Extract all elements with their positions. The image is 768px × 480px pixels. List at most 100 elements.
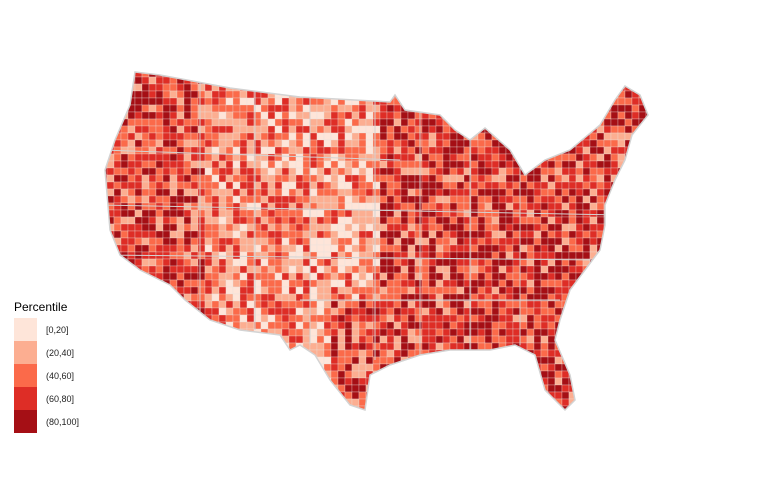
county-cell <box>218 146 227 155</box>
county-cell <box>148 181 157 190</box>
county-cell <box>309 377 318 386</box>
county-cell <box>561 97 570 106</box>
county-cell <box>428 265 437 274</box>
county-cell <box>324 413 331 420</box>
county-cell <box>141 279 150 288</box>
county-cell <box>358 118 367 127</box>
county-cell <box>442 279 451 288</box>
county-cell <box>169 321 178 330</box>
county-cell <box>239 321 248 330</box>
county-cell <box>281 174 290 183</box>
county-cell <box>618 413 625 420</box>
county-cell <box>624 125 633 134</box>
county-cell <box>562 413 569 420</box>
county-cell <box>554 244 563 253</box>
county-cell <box>155 321 164 330</box>
county-cell <box>155 160 164 169</box>
county-cell <box>463 111 472 120</box>
county-cell <box>302 279 311 288</box>
county-cell <box>505 398 514 407</box>
county-cell <box>113 167 122 176</box>
county-cell <box>365 153 374 162</box>
county-cell <box>358 209 367 218</box>
county-cell <box>169 104 178 113</box>
county-cell <box>260 314 269 323</box>
county-cell <box>442 167 451 176</box>
county-cell <box>281 195 290 204</box>
county-cell <box>316 300 325 309</box>
county-cell <box>337 118 346 127</box>
county-cell <box>547 104 556 113</box>
county-cell <box>554 216 563 225</box>
county-cell <box>575 153 584 162</box>
county-cell <box>197 104 206 113</box>
county-cell <box>218 132 227 141</box>
county-cell <box>225 230 234 239</box>
county-cell <box>400 391 409 400</box>
county-cell <box>113 209 122 218</box>
county-cell <box>449 202 458 211</box>
county-cell <box>344 174 353 183</box>
county-cell <box>260 398 269 407</box>
county-cell <box>316 307 325 316</box>
county-cell <box>449 237 458 246</box>
county-cell <box>638 209 647 218</box>
county-cell <box>561 174 570 183</box>
county-cell <box>575 398 584 407</box>
county-cell <box>358 370 367 379</box>
county-cell <box>225 237 234 246</box>
county-cell <box>428 195 437 204</box>
county-cell <box>358 286 367 295</box>
county-cell <box>610 216 619 225</box>
county-cell <box>323 181 332 190</box>
county-cell <box>239 342 248 351</box>
county-cell <box>351 97 360 106</box>
county-cell <box>505 202 514 211</box>
county-cell <box>477 384 486 393</box>
county-cell <box>225 153 234 162</box>
county-cell <box>260 76 269 85</box>
county-cell <box>484 307 493 316</box>
county-cell <box>288 83 297 92</box>
county-cell <box>568 97 577 106</box>
county-cell <box>302 111 311 120</box>
county-cell <box>603 118 612 127</box>
county-cell <box>204 202 213 211</box>
county-cell <box>393 195 402 204</box>
county-cell <box>316 97 325 106</box>
county-cell <box>274 370 283 379</box>
county-cell <box>540 188 549 197</box>
county-cell <box>540 300 549 309</box>
county-cell <box>148 258 157 267</box>
county-cell <box>617 377 626 386</box>
county-cell <box>316 90 325 99</box>
county-cell <box>105 209 108 218</box>
county-cell <box>183 321 192 330</box>
county-cell <box>519 202 528 211</box>
county-cell <box>281 279 290 288</box>
county-cell <box>491 153 500 162</box>
county-cell <box>113 391 122 400</box>
county-cell <box>631 160 640 169</box>
county-cell <box>484 265 493 274</box>
county-cell <box>541 413 548 420</box>
county-cell <box>267 342 276 351</box>
county-cell <box>617 391 626 400</box>
county-cell <box>547 160 556 169</box>
county-cell <box>400 398 409 407</box>
county-cell <box>155 97 164 106</box>
county-cell <box>302 223 311 232</box>
county-cell <box>435 118 444 127</box>
county-cell <box>288 188 297 197</box>
county-cell <box>274 265 283 274</box>
county-cell <box>400 384 409 393</box>
county-cell <box>519 83 528 92</box>
county-cell <box>127 125 136 134</box>
county-cell <box>519 405 528 410</box>
county-cell <box>302 370 311 379</box>
county-cell <box>533 125 542 134</box>
county-cell <box>351 83 360 92</box>
county-cell <box>393 279 402 288</box>
county-cell <box>456 321 465 330</box>
county-cell <box>386 223 395 232</box>
